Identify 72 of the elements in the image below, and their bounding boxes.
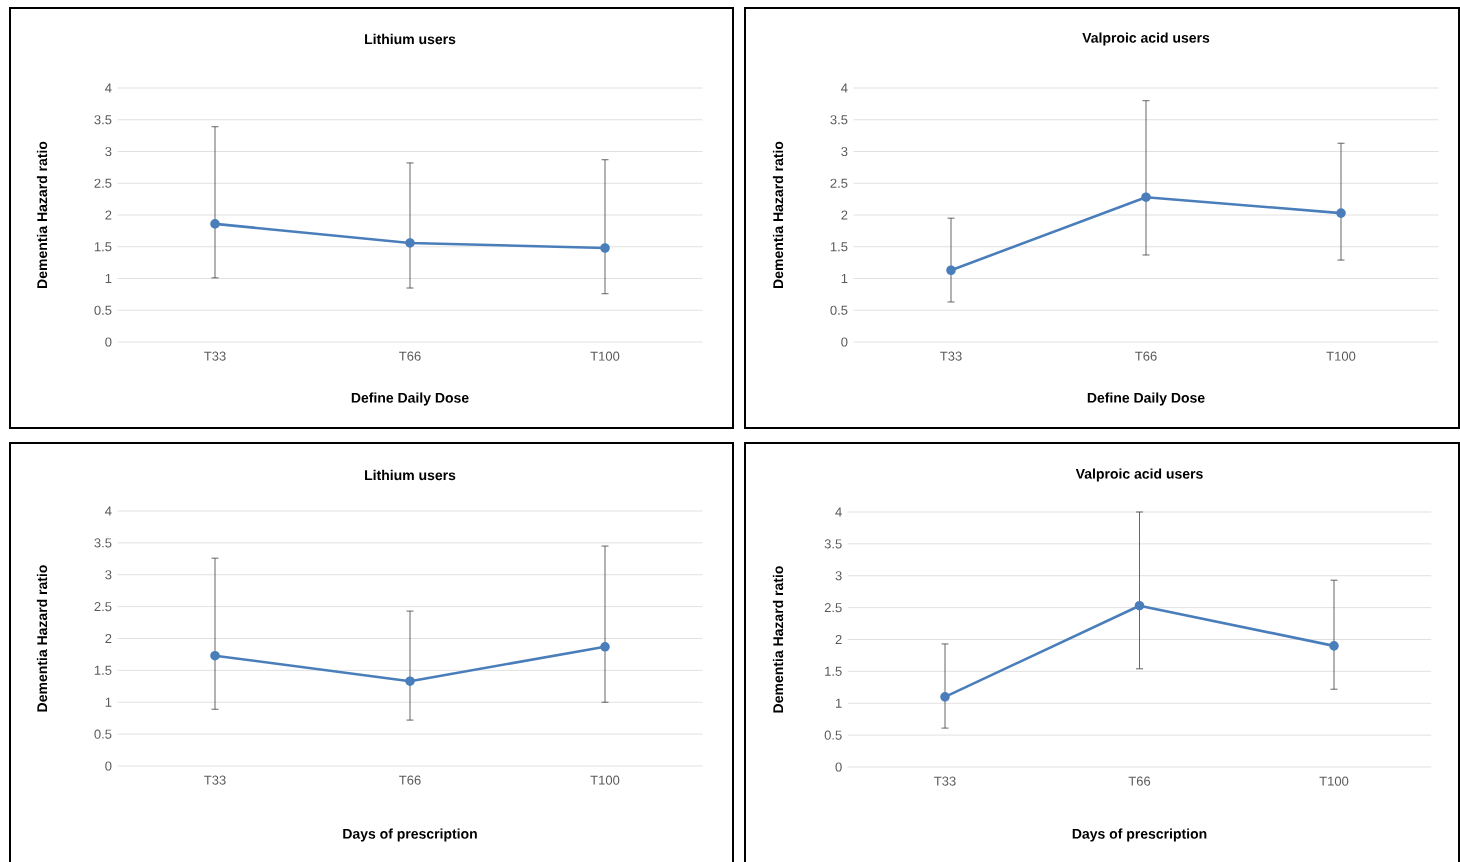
y-tick-label: 0: [105, 761, 112, 771]
y-tick-label: 0.5: [824, 730, 842, 740]
y-tick-label: 0: [105, 337, 112, 347]
point: [600, 243, 610, 253]
x-tick-label: T33: [204, 775, 226, 785]
x-tick-label: T66: [1135, 351, 1157, 361]
y-tick-label: 0.5: [830, 305, 848, 315]
y-tick-label: 2: [835, 634, 842, 645]
y-tick-label: 1: [841, 274, 848, 283]
y-tick-label: 1: [105, 697, 112, 707]
point: [1336, 208, 1346, 218]
x-tick-label: T100: [1319, 776, 1349, 786]
point: [210, 219, 220, 229]
y-tick-label: 2: [841, 210, 848, 220]
y-axis-title: Dementia Hazard ratio: [772, 141, 784, 288]
x-tick-label: T100: [1326, 351, 1356, 361]
y-tick-label: 2.5: [94, 178, 112, 188]
x-tick-label: T33: [934, 776, 956, 786]
x-tick-label: T100: [590, 351, 620, 361]
x-axis-title: Define Daily Dose: [351, 392, 469, 406]
y-tick-label: 3: [105, 570, 112, 580]
point: [946, 265, 956, 276]
y-tick-label: 3: [841, 146, 848, 157]
y-tick-label: 4: [105, 506, 112, 516]
y-tick-label: 0.5: [94, 305, 112, 315]
y-axis-title: Dementia Hazard ratio: [36, 565, 48, 712]
y-tick-label: 2: [105, 633, 112, 644]
y-tick-label: 3.5: [94, 538, 112, 548]
x-tick-label: T66: [1128, 776, 1151, 786]
chart-title: Valproic acid users: [1075, 468, 1203, 482]
point: [940, 692, 950, 702]
point: [1141, 192, 1151, 203]
y-tick-label: 2.5: [94, 602, 112, 612]
point: [405, 238, 415, 248]
chart-title: Valproic acid users: [1082, 32, 1210, 46]
y-tick-label: 1.5: [94, 242, 112, 252]
x-axis-title: Days of prescription: [343, 828, 477, 842]
y-tick-label: 0.5: [94, 729, 112, 739]
y-tick-label: 1: [105, 274, 112, 283]
y-tick-label: 3.5: [824, 539, 842, 549]
y-tick-label: 4: [105, 83, 112, 93]
point: [405, 676, 415, 686]
y-tick-label: 4: [835, 507, 842, 517]
y-tick-label: 1.5: [830, 242, 848, 252]
x-tick-label: T66: [399, 775, 421, 785]
x-tick-label: T33: [204, 351, 226, 361]
point: [210, 650, 220, 661]
chart-title: Lithium users: [365, 469, 456, 481]
y-tick-label: 2.5: [824, 603, 842, 613]
y-tick-label: 1.5: [825, 666, 842, 676]
x-axis-title: Days of prescription: [1072, 828, 1207, 842]
point: [600, 641, 610, 652]
y-tick-label: 0: [841, 337, 848, 347]
x-tick-label: T66: [399, 351, 421, 361]
y-tick-label: 1.5: [94, 665, 112, 675]
y-tick-label: 0: [835, 762, 842, 772]
y-tick-label: 3: [835, 571, 842, 581]
point: [1329, 641, 1339, 651]
x-tick-label: T33: [940, 351, 962, 361]
x-tick-label: T100: [590, 775, 620, 785]
x-axis-title: Define Daily Dose: [1087, 392, 1205, 406]
y-tick-label: 3: [105, 146, 112, 157]
y-tick-label: 2.5: [830, 178, 848, 188]
y-tick-label: 3.5: [94, 115, 112, 125]
y-axis-title: Dementia Hazard ratio: [772, 566, 784, 713]
y-tick-label: 2: [105, 210, 112, 220]
point: [1134, 600, 1145, 611]
y-tick-label: 3.5: [830, 115, 848, 125]
y-tick-label: 1: [835, 698, 842, 708]
chart-title: Lithium users: [365, 33, 456, 45]
y-axis-title: Dementia Hazard ratio: [36, 141, 48, 288]
y-tick-label: 4: [841, 83, 848, 93]
